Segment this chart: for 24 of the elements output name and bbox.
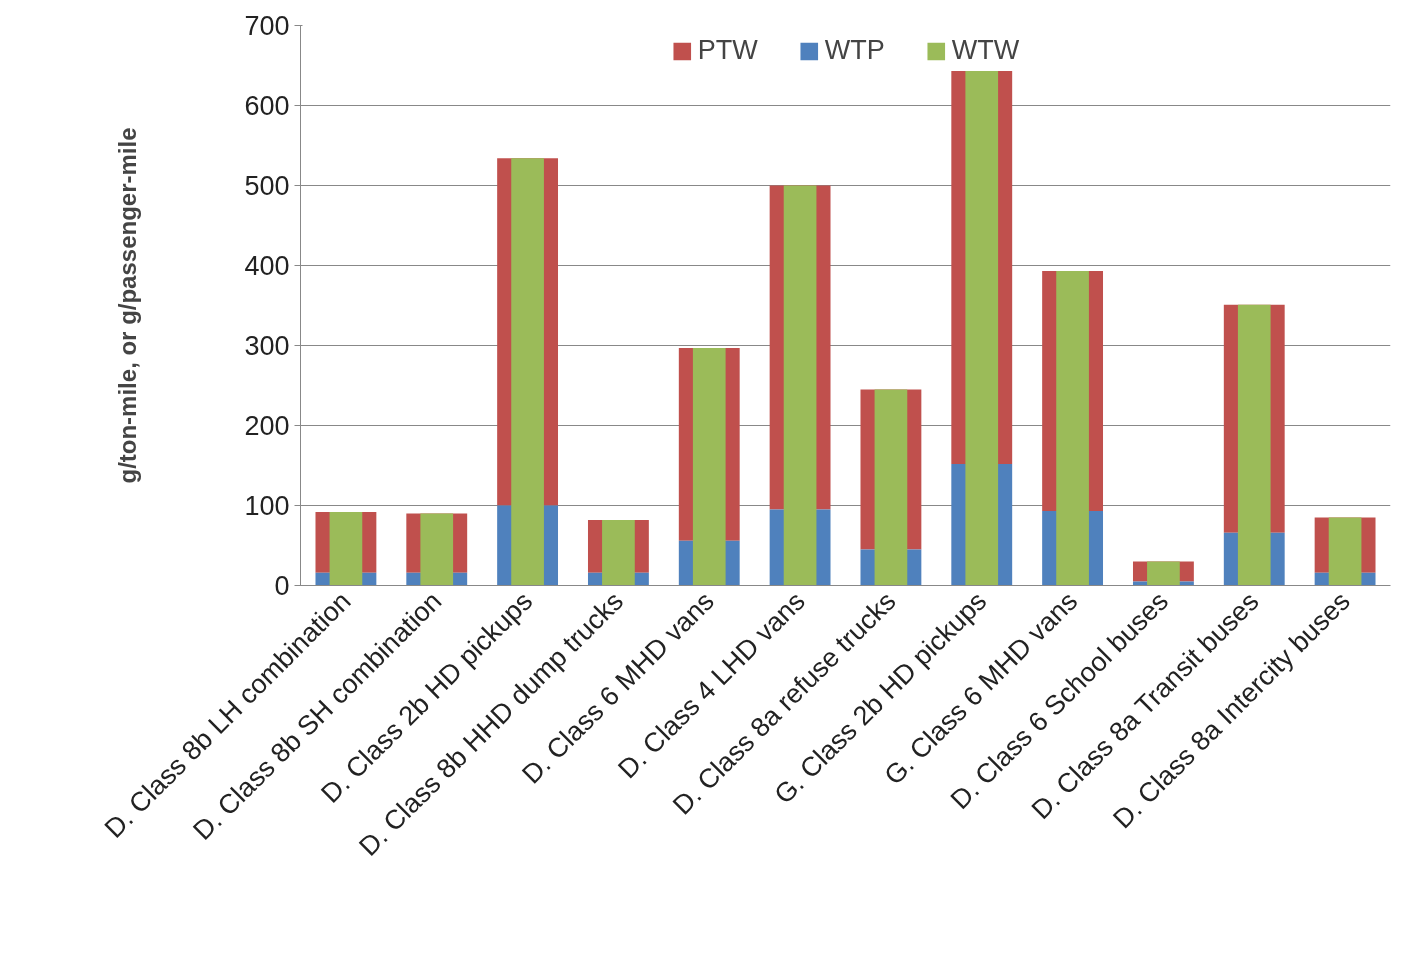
- y-tick-label: 0: [274, 571, 290, 601]
- y-tick-label: 200: [244, 411, 290, 441]
- legend-label: PTW: [697, 35, 758, 66]
- bar: [874, 389, 908, 586]
- y-axis-title: g/ton-mile, or g/passenger-mile: [114, 127, 142, 484]
- y-tick-label: 500: [244, 171, 290, 201]
- bar: [1147, 561, 1180, 586]
- bar: [602, 519, 635, 586]
- y-tick-label: 600: [244, 91, 290, 121]
- y-tick-label: 700: [244, 11, 290, 41]
- bar: [1328, 517, 1362, 586]
- bar: [692, 347, 726, 586]
- legend-label: WTW: [951, 35, 1020, 66]
- y-tick-label: 400: [244, 251, 290, 281]
- bar: [511, 158, 544, 586]
- bar: [329, 511, 363, 586]
- y-tick-label: 100: [244, 491, 290, 521]
- bar: [1056, 271, 1089, 586]
- legend-label: WTP: [824, 35, 885, 66]
- bar: [965, 71, 999, 586]
- bar: [1237, 304, 1271, 586]
- bar: [783, 185, 817, 586]
- y-tick-label: 300: [244, 331, 290, 361]
- bar: [420, 513, 454, 586]
